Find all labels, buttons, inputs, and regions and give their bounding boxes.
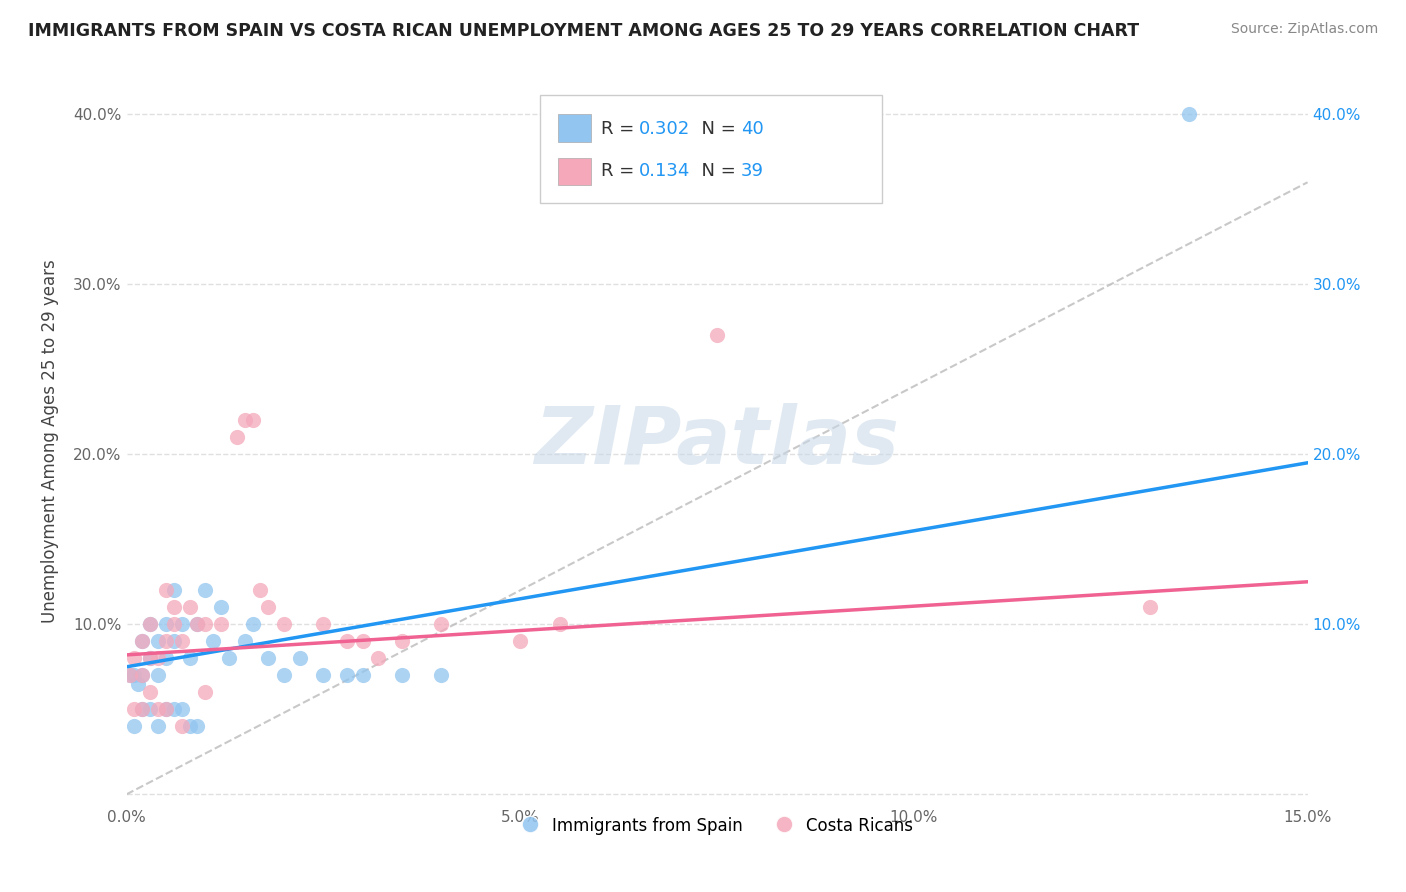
Point (179, 651, 201, 665)
Point (352, 634, 374, 648)
FancyBboxPatch shape (540, 95, 883, 203)
Point (120, 668, 142, 682)
Text: 39: 39 (741, 161, 763, 179)
Point (146, 651, 169, 665)
Point (706, 328, 728, 343)
Point (170, 702, 193, 716)
Point (146, 702, 169, 716)
Point (352, 668, 374, 682)
Text: N =: N = (690, 161, 741, 179)
Point (131, 668, 153, 682)
Legend: Immigrants from Spain, Costa Ricans: Immigrants from Spain, Costa Ricans (515, 810, 920, 841)
Point (194, 617, 217, 632)
Point (124, 702, 146, 716)
Point (202, 634, 225, 648)
Point (194, 685, 217, 699)
Point (170, 617, 193, 632)
Point (131, 702, 153, 716)
Point (155, 617, 177, 632)
Point (146, 634, 169, 648)
FancyBboxPatch shape (558, 114, 591, 142)
Point (146, 719, 169, 733)
Point (430, 668, 453, 682)
Point (186, 617, 208, 632)
Point (139, 702, 162, 716)
Point (209, 600, 232, 615)
Point (155, 583, 177, 598)
Point (163, 583, 186, 598)
Point (218, 651, 240, 665)
Point (139, 685, 162, 699)
Point (225, 430, 247, 444)
Point (155, 634, 177, 648)
Point (288, 651, 311, 665)
Point (170, 634, 193, 648)
Point (163, 702, 186, 716)
Point (186, 617, 208, 632)
Text: ZIPatlas: ZIPatlas (534, 402, 900, 481)
Point (312, 668, 335, 682)
Point (179, 600, 201, 615)
Point (155, 702, 177, 716)
Point (186, 719, 208, 733)
Point (124, 668, 146, 682)
Point (120, 668, 142, 682)
Point (124, 651, 146, 665)
Point (312, 617, 335, 632)
Text: IMMIGRANTS FROM SPAIN VS COSTA RICAN UNEMPLOYMENT AMONG AGES 25 TO 29 YEARS CORR: IMMIGRANTS FROM SPAIN VS COSTA RICAN UNE… (28, 22, 1139, 40)
Point (1178, 107, 1201, 121)
Point (155, 702, 177, 716)
Point (170, 719, 193, 733)
Text: 0.302: 0.302 (640, 120, 690, 138)
Point (1139, 600, 1161, 615)
Point (367, 651, 389, 665)
Point (155, 651, 177, 665)
Text: R =: R = (602, 120, 640, 138)
Y-axis label: Unemployment Among Ages 25 to 29 years: Unemployment Among Ages 25 to 29 years (41, 260, 59, 624)
Point (273, 668, 295, 682)
Point (257, 651, 280, 665)
Point (548, 617, 571, 632)
Point (391, 668, 413, 682)
Point (242, 413, 264, 427)
Point (163, 600, 186, 615)
Point (249, 583, 271, 598)
Point (146, 668, 169, 682)
Point (179, 719, 201, 733)
Point (131, 702, 153, 716)
Point (131, 668, 153, 682)
Text: N =: N = (690, 120, 741, 138)
Point (127, 677, 149, 691)
FancyBboxPatch shape (558, 158, 591, 185)
Point (139, 617, 162, 632)
Point (131, 634, 153, 648)
Point (139, 651, 162, 665)
Text: 0.134: 0.134 (640, 161, 690, 179)
Text: 40: 40 (741, 120, 763, 138)
Point (257, 600, 280, 615)
Point (139, 617, 162, 632)
Text: R =: R = (602, 161, 640, 179)
Point (233, 413, 256, 427)
Point (194, 583, 217, 598)
Point (209, 617, 232, 632)
Point (139, 651, 162, 665)
Point (273, 617, 295, 632)
Point (233, 634, 256, 648)
Point (163, 617, 186, 632)
Point (336, 668, 359, 682)
Point (124, 719, 146, 733)
Text: Source: ZipAtlas.com: Source: ZipAtlas.com (1230, 22, 1378, 37)
Point (131, 634, 153, 648)
Point (391, 634, 413, 648)
Point (163, 634, 186, 648)
Point (430, 617, 453, 632)
Point (242, 617, 264, 632)
Point (336, 634, 359, 648)
Point (509, 634, 531, 648)
